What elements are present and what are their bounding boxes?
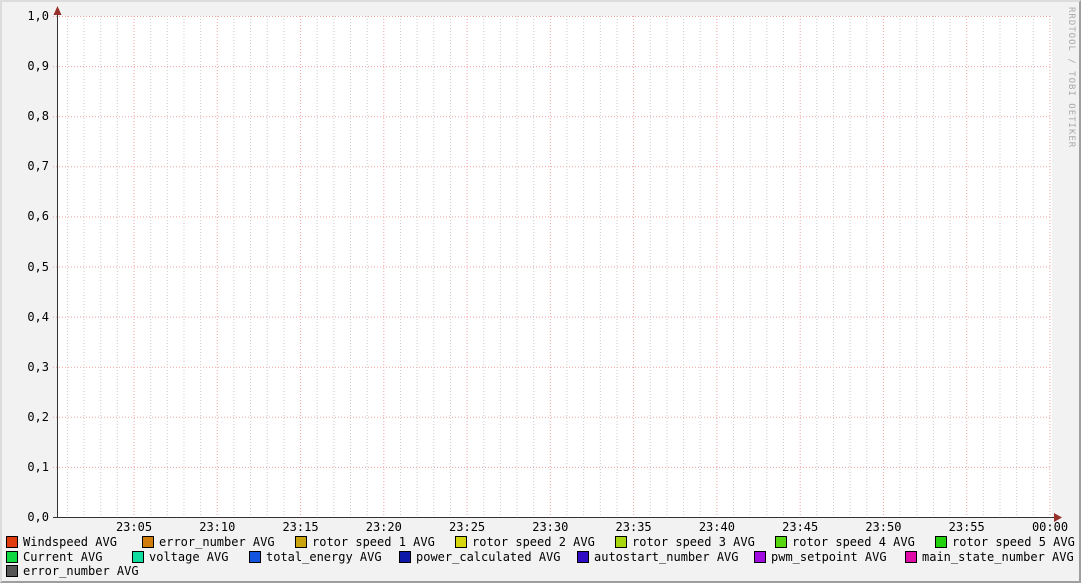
x-tick-label: 23:25: [449, 520, 486, 534]
legend-series-label: total_energy AVG: [266, 550, 382, 564]
legend-color-swatch: [775, 536, 787, 548]
legend-color-swatch: [132, 551, 144, 563]
legend-item: power_calculated AVG: [399, 550, 561, 564]
legend-item: total_energy AVG: [249, 550, 382, 564]
legend-series-label: error_number AVG: [23, 564, 139, 578]
legend: Windspeed AVG error_number AVG rotor speed…: [2, 535, 1079, 581]
y-tick-label: 0,4: [27, 309, 49, 324]
legend-series-label: rotor speed 4 AVG: [792, 535, 915, 549]
legend-color-swatch: [905, 551, 917, 563]
rrdtool-watermark: RRDTOOL / TOBI OETIKER: [1066, 7, 1076, 149]
y-tick-label: 1,0: [27, 9, 49, 23]
legend-color-swatch: [754, 551, 766, 563]
x-tick-label: 23:15: [282, 520, 319, 534]
legend-series-label: main_state_number AVG: [922, 550, 1074, 564]
legend-row: error_number AVG: [2, 564, 1079, 578]
legend-color-swatch: [399, 551, 411, 563]
y-tick-label: 0,3: [27, 359, 49, 374]
x-tick-label: 23:10: [199, 520, 236, 534]
legend-item: rotor speed 1 AVG: [295, 535, 435, 549]
legend-item: rotor speed 3 AVG: [615, 535, 755, 549]
x-tick-label: 23:05: [115, 520, 153, 534]
legend-color-swatch: [577, 551, 589, 563]
legend-color-swatch: [6, 565, 18, 577]
legend-item: rotor speed 4 AVG: [775, 535, 915, 549]
x-tick-label: 00:00: [1031, 520, 1069, 534]
y-tick-label: 0,9: [27, 59, 49, 74]
legend-color-swatch: [6, 551, 18, 563]
legend-item: rotor speed 5 AVG: [935, 535, 1075, 549]
x-tick-label: 23:20: [365, 520, 402, 534]
legend-item: rotor speed 2 AVG: [455, 535, 595, 549]
legend-item: Current AVG: [6, 550, 102, 564]
y-tick-label: 0,8: [27, 109, 49, 124]
legend-color-swatch: [935, 536, 947, 548]
legend-item: autostart_number AVG: [577, 550, 739, 564]
y-tick-label: 0,0: [27, 510, 49, 524]
x-tick-label: 23:50: [865, 520, 902, 534]
legend-series-label: Windspeed AVG: [23, 535, 117, 549]
legend-row: Current AVG voltage AVG total_energy AVG po…: [2, 550, 1079, 564]
y-tick-label: 0,2: [27, 409, 49, 424]
x-tick-label: 23:30: [532, 520, 569, 534]
x-tick-label: 23:55: [948, 520, 985, 534]
y-tick-label: 0,6: [27, 209, 49, 224]
legend-item: main_state_number AVG: [905, 550, 1074, 564]
legend-series-label: error_number AVG: [159, 535, 275, 549]
y-tick-label: 0,5: [27, 259, 49, 274]
y-tick-label: 0,7: [27, 159, 49, 174]
legend-item: error_number AVG: [142, 535, 275, 549]
legend-color-swatch: [6, 536, 18, 548]
legend-item: pwm_setpoint AVG: [754, 550, 887, 564]
y-tick-label: 0,1: [27, 459, 49, 474]
x-tick-label: 23:40: [698, 520, 735, 534]
legend-color-swatch: [142, 536, 154, 548]
legend-series-label: rotor speed 3 AVG: [632, 535, 755, 549]
legend-color-swatch: [249, 551, 261, 563]
legend-series-label: power_calculated AVG: [416, 550, 561, 564]
legend-item: voltage AVG: [132, 550, 228, 564]
legend-color-swatch: [615, 536, 627, 548]
legend-row: Windspeed AVG error_number AVG rotor speed…: [2, 535, 1079, 549]
legend-series-label: voltage AVG: [149, 550, 229, 564]
legend-series-label: rotor speed 1 AVG: [312, 535, 435, 549]
legend-series-label: pwm_setpoint AVG: [771, 550, 887, 564]
legend-series-label: rotor speed 5 AVG: [952, 535, 1075, 549]
legend-series-label: rotor speed 2 AVG: [472, 535, 595, 549]
x-tick-label: 23:35: [615, 520, 652, 534]
legend-item: error_number AVG: [6, 564, 139, 578]
legend-color-swatch: [295, 536, 307, 548]
legend-series-label: Current AVG: [23, 550, 103, 564]
legend-color-swatch: [455, 536, 467, 548]
legend-item: Windspeed AVG: [6, 535, 117, 549]
x-tick-label: 23:45: [782, 520, 819, 534]
legend-series-label: autostart_number AVG: [594, 550, 739, 564]
